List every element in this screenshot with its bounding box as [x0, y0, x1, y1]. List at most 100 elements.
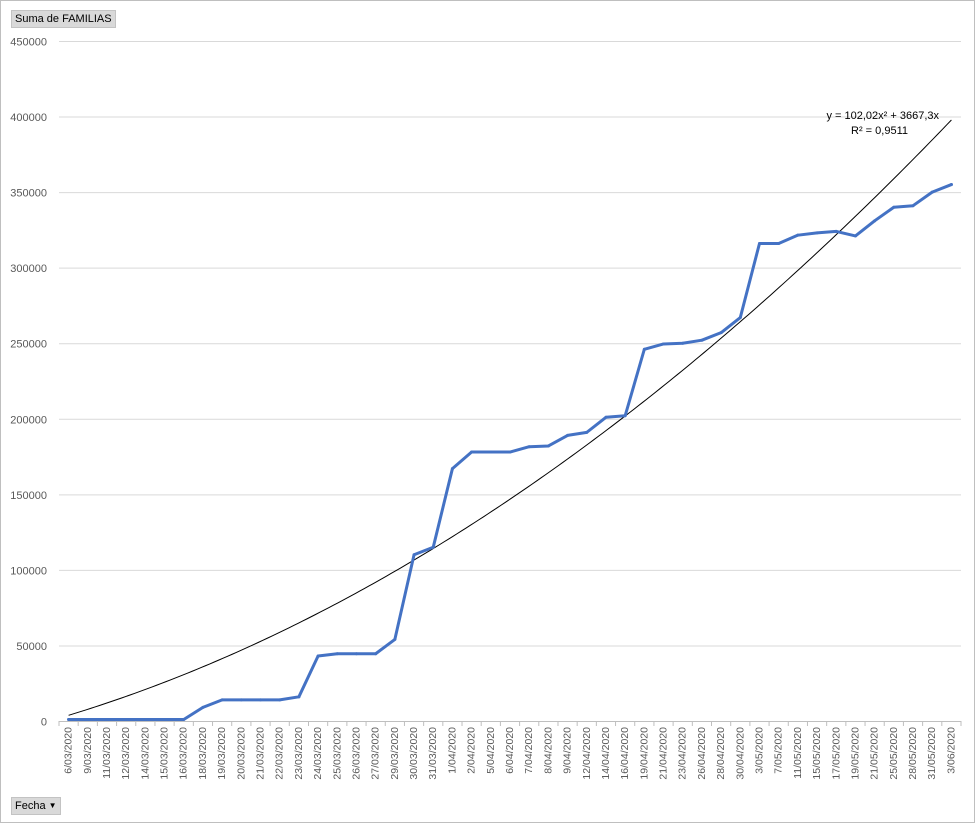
x-tick-label: 26/03/2020	[350, 727, 362, 780]
y-tick-label: 0	[41, 717, 47, 729]
x-tick-label: 2/04/2020	[466, 727, 478, 774]
x-tick-label: 21/04/2020	[658, 727, 670, 780]
data-point	[489, 450, 493, 454]
x-tick-label: 30/03/2020	[408, 727, 420, 780]
x-tick-label: 30/04/2020	[734, 727, 746, 780]
data-point	[796, 233, 800, 237]
data-point	[316, 654, 320, 658]
data-point	[393, 637, 397, 641]
x-tick-label: 14/03/2020	[139, 727, 151, 780]
data-point	[412, 553, 416, 557]
data-point	[374, 652, 378, 656]
data-point	[681, 341, 685, 345]
value-field-label: Suma de FAMILIAS	[15, 13, 112, 25]
data-point	[431, 545, 435, 549]
x-tick-label: 11/05/2020	[792, 727, 804, 779]
data-point	[86, 717, 90, 721]
y-tick-label: 300000	[10, 263, 47, 275]
x-tick-label: 7/04/2020	[523, 727, 535, 774]
data-point	[911, 204, 915, 208]
data-point	[566, 433, 570, 437]
x-tick-label: 6/04/2020	[504, 727, 516, 774]
data-point	[949, 183, 953, 187]
y-tick-label: 150000	[10, 490, 47, 502]
trendline-equation: y = 102,02x² + 3667,3x	[826, 110, 939, 122]
y-tick-label: 100000	[10, 565, 47, 577]
data-point	[585, 430, 589, 434]
data-point	[892, 205, 896, 209]
x-tick-label: 19/03/2020	[216, 727, 228, 780]
data-point	[67, 717, 71, 721]
x-tick-label: 15/05/2020	[811, 727, 823, 780]
x-tick-label: 29/03/2020	[389, 727, 401, 780]
data-point	[853, 234, 857, 238]
data-point	[450, 467, 454, 471]
dropdown-arrow-icon[interactable]: ▼	[48, 801, 57, 810]
x-tick-label: 28/04/2020	[715, 727, 727, 780]
x-tick-label: 9/04/2020	[562, 727, 574, 774]
data-point	[662, 342, 666, 346]
data-point	[642, 347, 646, 351]
x-tick-label: 23/04/2020	[677, 727, 689, 780]
data-point	[738, 316, 742, 320]
data-point	[546, 444, 550, 448]
x-tick-label: 5/04/2020	[485, 727, 497, 774]
axis-field-button[interactable]: Fecha ▼	[11, 797, 61, 815]
x-tick-label: 8/04/2020	[542, 727, 554, 774]
data-point	[239, 698, 243, 702]
data-point	[873, 219, 877, 223]
x-tick-label: 15/03/2020	[159, 727, 171, 780]
x-tick-label: 7/05/2020	[773, 727, 785, 774]
data-point	[278, 698, 282, 702]
x-tick-label: 24/03/2020	[312, 727, 324, 780]
data-point	[777, 241, 781, 245]
data-point	[815, 231, 819, 235]
x-tick-label: 31/05/2020	[926, 727, 938, 780]
x-tick-label: 11/03/2020	[101, 727, 113, 779]
x-tick-label: 9/03/2020	[82, 727, 94, 774]
data-point	[354, 652, 358, 656]
y-tick-label: 450000	[10, 37, 47, 49]
axis-field-label: Fecha	[15, 800, 46, 812]
x-tick-label: 12/04/2020	[581, 727, 593, 780]
x-tick-label: 6/03/2020	[63, 727, 75, 774]
data-point	[700, 338, 704, 342]
x-tick-label: 16/04/2020	[619, 727, 631, 780]
polynomial-trendline	[68, 119, 952, 716]
value-field-button[interactable]: Suma de FAMILIAS	[11, 10, 116, 28]
data-point	[470, 450, 474, 454]
data-point	[105, 717, 109, 721]
data-point	[259, 698, 263, 702]
data-point	[201, 705, 205, 709]
x-tick-label: 19/05/2020	[849, 727, 861, 780]
data-point	[124, 717, 128, 721]
x-tick-label: 22/03/2020	[274, 727, 286, 780]
y-tick-label: 50000	[16, 641, 47, 653]
x-tick-label: 25/03/2020	[331, 727, 343, 780]
data-point	[297, 695, 301, 699]
x-tick-label: 21/03/2020	[255, 727, 267, 780]
data-point	[143, 717, 147, 721]
x-tick-label: 12/03/2020	[120, 727, 132, 780]
x-tick-label: 27/03/2020	[370, 727, 382, 780]
x-tick-label: 26/04/2020	[696, 727, 708, 780]
y-tick-label: 400000	[10, 112, 47, 124]
y-tick-label: 200000	[10, 414, 47, 426]
data-point	[757, 241, 761, 245]
x-tick-label: 18/03/2020	[197, 727, 209, 780]
trendline-r-squared: R² = 0,9511	[851, 125, 908, 137]
data-point	[834, 229, 838, 233]
data-point	[527, 445, 531, 449]
data-point	[719, 331, 723, 335]
x-tick-label: 28/05/2020	[907, 727, 919, 780]
x-tick-label: 25/05/2020	[888, 727, 900, 780]
data-point	[335, 652, 339, 656]
data-point	[623, 414, 627, 418]
data-point	[930, 190, 934, 194]
x-tick-label: 23/03/2020	[293, 727, 305, 780]
x-tick-label: 17/05/2020	[830, 727, 842, 780]
x-tick-label: 19/04/2020	[638, 727, 650, 780]
data-point	[604, 415, 608, 419]
